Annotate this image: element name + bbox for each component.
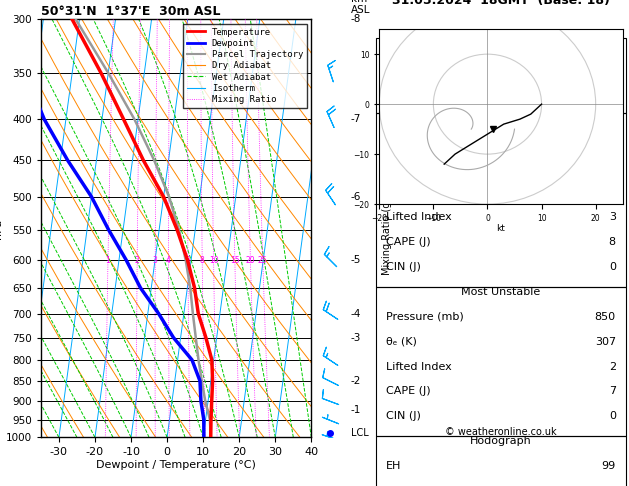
Text: Lifted Index: Lifted Index	[386, 212, 452, 222]
Text: -1: -1	[350, 405, 361, 416]
Text: 2: 2	[609, 362, 616, 371]
Text: 10: 10	[209, 256, 218, 264]
Text: 3: 3	[609, 212, 616, 222]
Text: 4: 4	[166, 256, 171, 264]
Text: 0: 0	[609, 411, 616, 421]
Text: 0: 0	[609, 262, 616, 272]
Text: 52: 52	[602, 63, 616, 73]
Text: CIN (J): CIN (J)	[386, 411, 421, 421]
Text: 25: 25	[258, 256, 267, 264]
Text: CIN (J): CIN (J)	[386, 262, 421, 272]
Text: 307: 307	[595, 337, 616, 347]
Text: Surface: Surface	[480, 113, 522, 123]
Text: 2: 2	[135, 256, 140, 264]
Text: θₑ (K): θₑ (K)	[386, 337, 417, 347]
Text: 8: 8	[200, 256, 204, 264]
Text: -4: -4	[350, 309, 361, 319]
Text: -5: -5	[350, 255, 361, 265]
Text: km
ASL: km ASL	[350, 0, 370, 15]
Text: © weatheronline.co.uk: © weatheronline.co.uk	[445, 427, 557, 437]
Text: 99: 99	[601, 461, 616, 471]
Text: EH: EH	[386, 461, 401, 471]
Text: 15: 15	[230, 256, 240, 264]
Text: -3: -3	[350, 332, 361, 343]
X-axis label: Dewpoint / Temperature (°C): Dewpoint / Temperature (°C)	[96, 460, 256, 470]
Y-axis label: hPa: hPa	[0, 218, 3, 239]
Text: 10.2: 10.2	[591, 163, 616, 173]
Text: PW (cm): PW (cm)	[386, 88, 433, 98]
Text: K: K	[386, 38, 393, 48]
Text: CAPE (J): CAPE (J)	[386, 237, 431, 247]
Text: 306: 306	[595, 188, 616, 197]
Text: Pressure (mb): Pressure (mb)	[386, 312, 464, 322]
Text: Hodograph: Hodograph	[470, 436, 532, 446]
Text: Dewp (°C): Dewp (°C)	[386, 163, 443, 173]
Text: -8: -8	[350, 15, 361, 24]
Text: Temp (°C): Temp (°C)	[386, 138, 442, 148]
Legend: Temperature, Dewpoint, Parcel Trajectory, Dry Adiabat, Wet Adiabat, Isotherm, Mi: Temperature, Dewpoint, Parcel Trajectory…	[183, 24, 307, 108]
Text: 31.05.2024  18GMT  (Base: 18): 31.05.2024 18GMT (Base: 18)	[392, 0, 610, 7]
X-axis label: kt: kt	[496, 224, 506, 233]
Text: 3: 3	[153, 256, 158, 264]
Text: 850: 850	[595, 312, 616, 322]
Text: -2: -2	[350, 376, 361, 386]
Text: 7: 7	[609, 386, 616, 397]
Text: 50°31'N  1°37'E  30m ASL: 50°31'N 1°37'E 30m ASL	[41, 5, 220, 18]
Text: 20: 20	[245, 256, 255, 264]
Text: Lifted Index: Lifted Index	[386, 362, 452, 371]
Text: θₑ(K): θₑ(K)	[386, 188, 413, 197]
Text: -6: -6	[350, 192, 361, 202]
Text: CAPE (J): CAPE (J)	[386, 386, 431, 397]
Text: 6: 6	[186, 256, 191, 264]
Text: 8: 8	[609, 237, 616, 247]
Text: -7: -7	[350, 114, 361, 124]
Text: 12.1: 12.1	[591, 138, 616, 148]
Text: LCL: LCL	[350, 428, 369, 438]
Text: 2.1: 2.1	[598, 88, 616, 98]
Text: Most Unstable: Most Unstable	[462, 287, 540, 297]
Text: 27: 27	[601, 38, 616, 48]
Text: Mixing Ratio (g/kg): Mixing Ratio (g/kg)	[382, 182, 392, 275]
Text: 1: 1	[106, 256, 110, 264]
Text: Totals Totals: Totals Totals	[386, 63, 453, 73]
